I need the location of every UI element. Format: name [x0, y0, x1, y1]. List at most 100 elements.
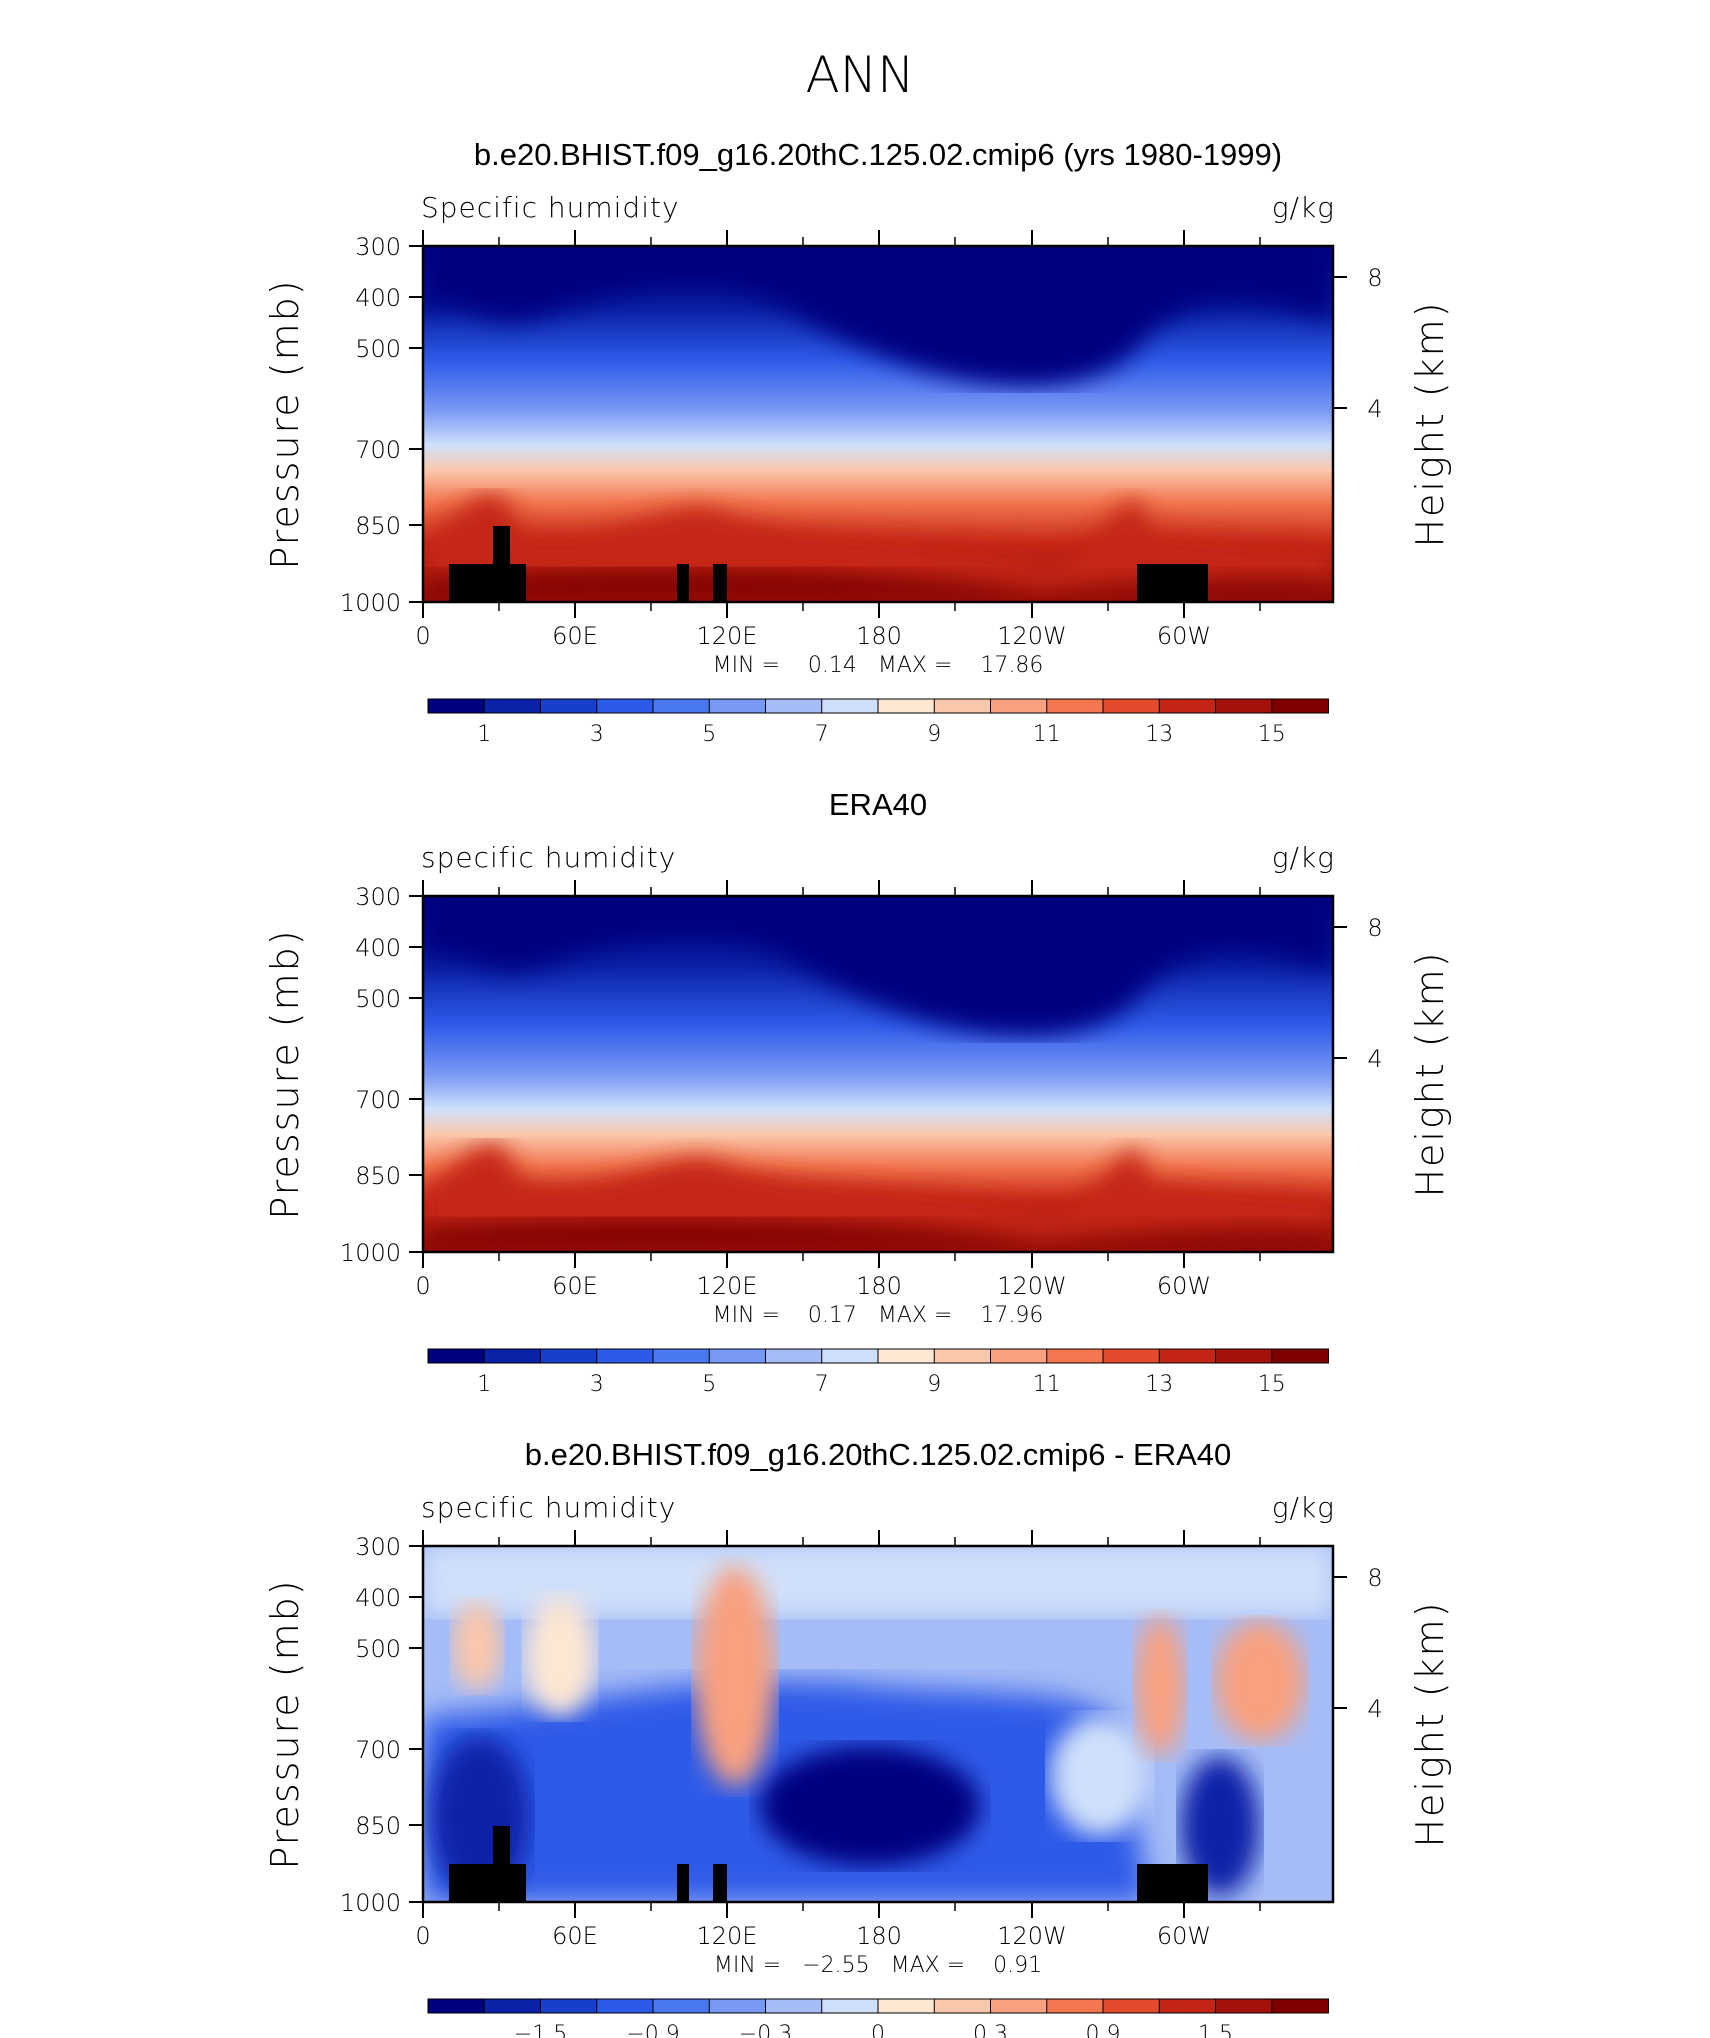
x-tick-label: 120E — [697, 1922, 758, 1950]
y-tick-label: 850 — [355, 1812, 401, 1840]
x-tick-label: 60W — [1157, 622, 1211, 650]
min-max-stats: MIN = 0.17 MAX = 17.96 — [713, 1303, 1044, 1328]
colorbar-label: −1.5 — [514, 2022, 567, 2038]
colorbar-swatch — [1271, 1998, 1329, 2014]
y-tick-label: 300 — [355, 233, 401, 261]
y-tick-label: 850 — [355, 512, 401, 540]
dry-region — [423, 896, 1333, 1036]
min-max-stats: MIN = −2.55 MAX = 0.91 — [714, 1953, 1042, 1978]
y-tick-label: 300 — [355, 883, 401, 911]
colorbar-swatch — [483, 1998, 542, 2014]
colorbar-label: 13 — [1145, 1372, 1173, 1397]
colorbar-swatch — [1215, 1348, 1273, 1364]
colorbar-swatch — [596, 698, 654, 714]
height-tick-label: 8 — [1367, 914, 1382, 942]
y-tick-label: 850 — [355, 1162, 401, 1190]
x-tick-label: 120E — [697, 1272, 758, 1300]
y-tick-label: 300 — [355, 1533, 401, 1561]
x-tick-label: 180 — [856, 1922, 902, 1950]
colorbar-label: 0.3 — [973, 2022, 1008, 2038]
panel-title: ERA40 — [829, 787, 927, 822]
colorbar-label: 7 — [815, 722, 829, 747]
y-right-axis-label: Height (km) — [1408, 300, 1452, 547]
colorbar-label: 3 — [590, 1372, 604, 1397]
colorbar-swatch — [765, 1348, 823, 1364]
colorbar-swatch — [765, 698, 823, 714]
dry-region — [423, 246, 1333, 386]
colorbar-label: −0.3 — [739, 2022, 792, 2038]
y-tick-label: 700 — [355, 1086, 401, 1114]
x-tick-label: 120W — [997, 622, 1067, 650]
colorbar-swatch — [652, 1348, 711, 1364]
colorbar-swatch — [821, 1998, 879, 2014]
colorbar-swatch — [483, 1348, 542, 1364]
colorbar-swatch — [990, 1348, 1048, 1364]
y-tick-label: 1000 — [340, 1239, 401, 1267]
y-axis-label: Pressure (mb) — [263, 1578, 307, 1869]
y-axis-label: Pressure (mb) — [263, 278, 307, 569]
colorbar-label: 1.5 — [1198, 2022, 1233, 2038]
colorbar-swatch — [1271, 698, 1329, 714]
positive-anomaly — [695, 1566, 775, 1786]
colorbar-swatch — [427, 698, 486, 714]
colorbar-swatch — [708, 698, 767, 714]
x-tick-label: 60W — [1157, 1922, 1211, 1950]
colorbar-label: 9 — [927, 722, 941, 747]
x-tick-label: 60E — [552, 1922, 598, 1950]
colorbar-swatch — [540, 1998, 598, 2014]
y-right-axis-label: Height (km) — [1408, 1600, 1452, 1847]
colorbar-swatch — [1271, 1348, 1329, 1364]
colorbar-label: 1 — [477, 722, 491, 747]
colorbar-swatch — [1046, 1998, 1104, 2014]
x-tick-label: 120W — [997, 1272, 1067, 1300]
topography-mask — [449, 526, 1208, 602]
colorbar-swatch — [821, 698, 879, 714]
colorbar-swatch — [1215, 1998, 1273, 2014]
height-tick-label: 4 — [1367, 395, 1382, 423]
chart-panel-3: b.e20.BHIST.f09_g16.20thC.125.02.cmip6 -… — [263, 1437, 1452, 2038]
variable-label: specific humidity — [421, 1491, 676, 1524]
x-tick-label: 0 — [415, 622, 430, 650]
colorbar-swatch — [821, 1348, 879, 1364]
colorbar-swatch — [427, 1998, 486, 2014]
colorbar-label: 9 — [927, 1372, 941, 1397]
colorbar-swatch — [765, 1998, 823, 2014]
y-tick-label: 400 — [355, 934, 401, 962]
colorbar-swatch — [596, 1348, 654, 1364]
variable-label: specific humidity — [421, 841, 676, 874]
units-label: g/kg — [1272, 191, 1335, 224]
colorbar-swatch — [652, 698, 711, 714]
colorbar-label: 7 — [815, 1372, 829, 1397]
colorbar-label: 5 — [702, 1372, 716, 1397]
height-tick-label: 8 — [1367, 264, 1382, 292]
panels: b.e20.BHIST.f09_g16.20thC.125.02.cmip6 (… — [263, 137, 1452, 2038]
colorbar-label: 15 — [1258, 722, 1286, 747]
colorbar-swatch — [427, 1348, 486, 1364]
y-tick-label: 700 — [355, 1736, 401, 1764]
units-label: g/kg — [1272, 841, 1335, 874]
colorbar-swatch — [708, 1998, 767, 2014]
y-axis-label: Pressure (mb) — [263, 928, 307, 1219]
colorbar-swatch — [933, 1348, 992, 1364]
colorbar-label: −0.9 — [626, 2022, 679, 2038]
units-label: g/kg — [1272, 1491, 1335, 1524]
colorbar-swatch — [1102, 1998, 1161, 2014]
panel-title: b.e20.BHIST.f09_g16.20thC.125.02.cmip6 -… — [525, 1437, 1232, 1472]
y-tick-label: 400 — [355, 284, 401, 312]
colorbar-label: 15 — [1258, 1372, 1286, 1397]
colorbar-swatch — [1046, 1348, 1104, 1364]
wettest-region — [423, 568, 1333, 602]
colorbar-label: 11 — [1033, 722, 1061, 747]
height-tick-label: 4 — [1367, 1695, 1382, 1723]
x-tick-label: 60E — [552, 622, 598, 650]
colorbar-swatch — [708, 1348, 767, 1364]
colorbar-swatch — [540, 1348, 598, 1364]
colorbar-swatch — [933, 698, 992, 714]
colorbar-label: 3 — [590, 722, 604, 747]
y-tick-label: 700 — [355, 436, 401, 464]
colorbar-swatch — [933, 1998, 992, 2014]
y-tick-label: 500 — [355, 335, 401, 363]
y-tick-label: 1000 — [340, 1889, 401, 1917]
